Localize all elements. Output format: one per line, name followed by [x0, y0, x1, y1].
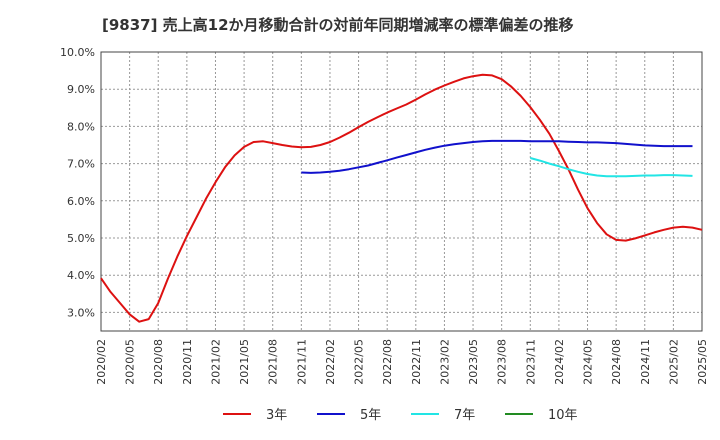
plot-area	[101, 52, 702, 331]
x-tick-label: 2024/08	[610, 339, 623, 385]
x-tick-label: 2025/02	[667, 339, 680, 385]
plot-border	[100, 51, 703, 332]
x-tick-label: 2020/02	[95, 339, 108, 385]
legend-label-1: 5年	[360, 408, 381, 423]
x-tick-label: 2021/05	[238, 339, 251, 385]
y-tick-label: 4.0%	[67, 269, 95, 282]
series-line-1	[301, 139, 693, 174]
y-tick-label: 8.0%	[67, 120, 95, 133]
x-tick-label: 2023/08	[496, 339, 509, 385]
x-tick-label: 2024/11	[639, 339, 652, 385]
legend-label-0: 3年	[266, 408, 287, 423]
legend-label-3: 10年	[548, 408, 578, 423]
series-line-0	[100, 73, 703, 323]
x-tick-label: 2025/05	[696, 339, 709, 385]
x-tick-label: 2022/11	[410, 339, 423, 385]
y-tick-label: 10.0%	[60, 46, 95, 59]
x-tick-label: 2023/05	[467, 339, 480, 385]
x-tick-label: 2022/08	[381, 339, 394, 385]
x-tick-label: 2021/02	[209, 339, 222, 385]
series-line-2	[530, 157, 693, 178]
x-tick-label: 2020/08	[152, 339, 165, 385]
y-tick-label: 6.0%	[67, 195, 95, 208]
x-tick-label: 2021/08	[267, 339, 280, 385]
x-tick-label: 2023/11	[524, 339, 537, 385]
y-tick-label: 7.0%	[67, 158, 95, 171]
x-tick-label: 2023/02	[438, 339, 451, 385]
x-tick-label: 2022/05	[353, 339, 366, 385]
y-tick-label: 5.0%	[67, 232, 95, 245]
y-tick-label: 9.0%	[67, 83, 95, 96]
x-tick-label: 2021/11	[295, 339, 308, 385]
y-tick-label: 3.0%	[67, 306, 95, 319]
x-tick-label: 2020/11	[181, 339, 194, 385]
legend-label-2: 7年	[454, 408, 475, 423]
x-tick-label: 2024/05	[582, 339, 595, 385]
x-tick-label: 2022/02	[324, 339, 337, 385]
x-tick-label: 2024/02	[553, 339, 566, 385]
chart-title: [9837] 売上高12か月移動合計の対前年同期増減率の標準偏差の推移	[102, 16, 574, 34]
x-tick-label: 2020/05	[124, 339, 137, 385]
